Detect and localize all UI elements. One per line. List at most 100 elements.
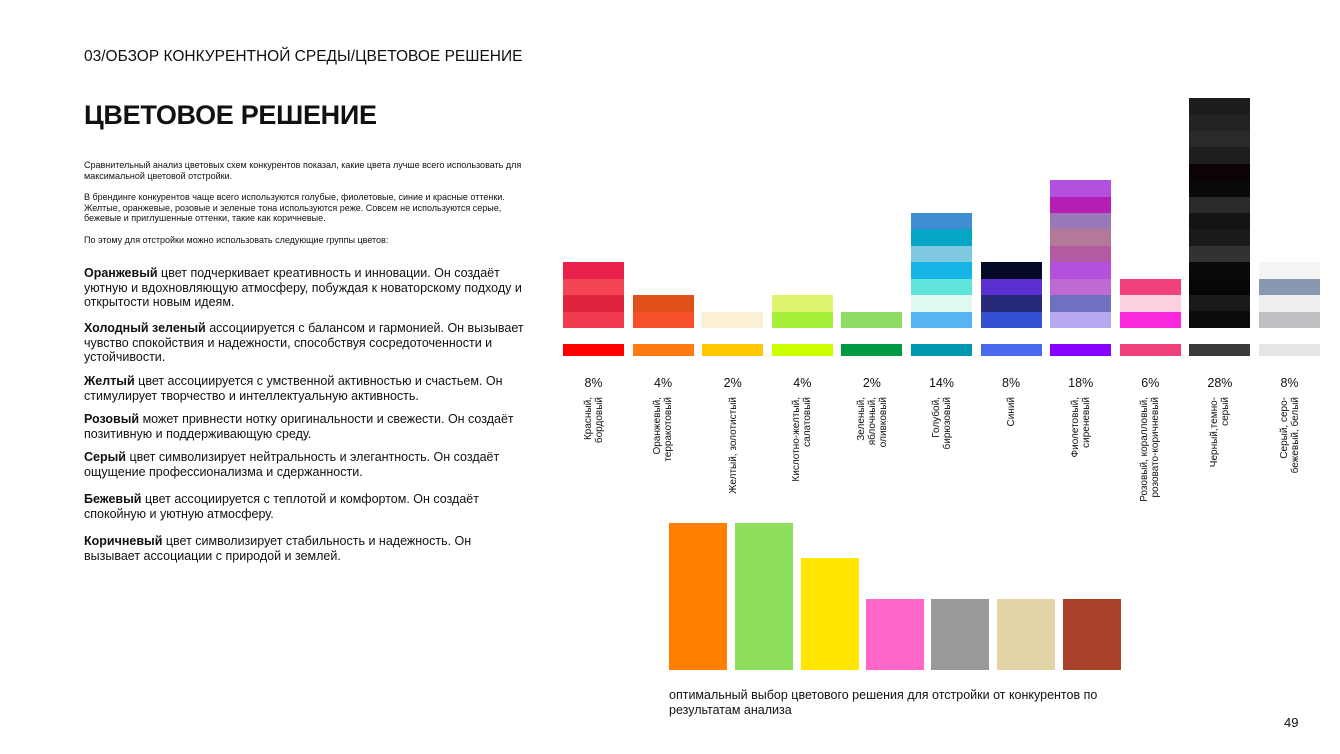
bar <box>1259 262 1320 328</box>
color-swatch <box>1189 196 1251 213</box>
color-swatch <box>563 262 624 279</box>
category-label: Голубой, бирюзовый <box>930 397 953 450</box>
category-label: Фиолетовый, сиреневый <box>1069 397 1092 458</box>
base-color <box>563 344 624 356</box>
color-swatch <box>1189 278 1251 296</box>
color-swatch <box>1189 295 1251 312</box>
optimal-color <box>997 599 1055 670</box>
value-label: 8% <box>1002 376 1021 390</box>
category-label: Желтый, золотистый <box>727 397 739 494</box>
group-term: Коричневый <box>84 534 163 548</box>
color-swatch <box>1189 180 1251 197</box>
section-header: 03/ОБЗОР КОНКУРЕНТНОЙ СРЕДЫ/ЦВЕТОВОЕ РЕШ… <box>84 48 523 65</box>
base-color <box>980 344 1042 356</box>
base-color <box>1259 344 1320 356</box>
color-swatch <box>1050 212 1112 230</box>
value-label: 28% <box>1207 376 1233 390</box>
base-color <box>702 344 764 356</box>
color-swatch <box>980 295 1042 312</box>
color-swatch <box>1050 262 1112 279</box>
color-swatch <box>1189 163 1251 181</box>
color-swatch <box>1189 262 1251 279</box>
group-text: цвет ассоциируется с теплотой и комфорто… <box>84 492 479 521</box>
bar <box>632 295 694 328</box>
base-color <box>911 344 972 356</box>
color-swatch <box>1189 147 1251 164</box>
color-swatch <box>563 311 624 328</box>
color-swatch <box>771 311 833 328</box>
color-swatch <box>1259 295 1320 312</box>
color-swatch <box>1050 295 1112 312</box>
color-swatch <box>980 278 1042 296</box>
group-term: Желтый <box>84 374 135 388</box>
slide-title: ЦВЕТОВОЕ РЕШЕНИЕ <box>84 100 377 130</box>
color-swatch <box>1050 229 1112 246</box>
group-term: Серый <box>84 450 126 464</box>
color-group: Бежевый цвет ассоциируется с теплотой и … <box>84 492 529 521</box>
optimal-color <box>801 558 859 670</box>
group-text: цвет символизирует нейтральность и элега… <box>84 450 500 479</box>
bar <box>1050 180 1112 328</box>
color-swatch <box>1259 311 1320 328</box>
color-swatch <box>702 311 764 328</box>
color-swatch <box>911 213 972 230</box>
bar <box>771 295 833 328</box>
value-label: 4% <box>793 376 812 390</box>
group-text: цвет ассоциируется с умственной активнос… <box>84 374 503 403</box>
color-swatch <box>563 295 624 312</box>
base-color <box>771 344 833 356</box>
category-label: Синий <box>1005 397 1017 427</box>
bar <box>1189 98 1251 328</box>
base-color <box>1189 344 1251 356</box>
group-text: ассоциируется с балансом и гармонией. Он… <box>84 321 524 364</box>
color-group: Холодный зеленый ассоциируется с балансо… <box>84 321 529 365</box>
color-swatch <box>911 229 972 246</box>
color-swatch <box>632 295 694 312</box>
bar <box>841 311 903 328</box>
color-swatch <box>1189 311 1251 328</box>
intro-text: В брендинге конкурентов чаще всего испол… <box>84 192 505 223</box>
color-group: Серый цвет символизирует нейтральность и… <box>84 450 529 479</box>
color-swatch <box>1050 196 1112 213</box>
value-label: 2% <box>723 376 742 390</box>
value-label: 14% <box>928 376 955 390</box>
value-label: 8% <box>584 376 603 390</box>
optimal-color <box>735 523 793 670</box>
color-swatch <box>632 311 694 328</box>
value-label: 4% <box>654 376 673 390</box>
bar <box>911 213 972 328</box>
group-term: Розовый <box>84 412 140 426</box>
optimal-color <box>1063 599 1121 670</box>
color-swatch <box>980 311 1042 328</box>
color-swatch <box>841 311 903 328</box>
bar <box>980 262 1042 328</box>
intro-text: Сравнительный анализ цветовых схем конку… <box>84 160 522 181</box>
group-text: цвет символизирует стабильность и надежн… <box>84 534 472 563</box>
color-swatch <box>911 278 972 296</box>
category-label: Кислотно-желтый, салатовый <box>791 397 814 482</box>
value-label: 2% <box>862 376 881 390</box>
group-text: может привнести нотку оригинальности и с… <box>84 412 514 441</box>
value-label: 8% <box>1280 376 1299 390</box>
category-label: Красный, бордовый <box>582 397 605 444</box>
color-swatch <box>563 278 624 296</box>
color-swatch <box>911 245 972 263</box>
group-term: Холодный зеленый <box>84 321 206 335</box>
group-text: цвет подчеркивает креативность и инновац… <box>84 266 522 309</box>
group-term: Оранжевый <box>84 266 158 280</box>
color-group: Коричневый цвет символизирует стабильнос… <box>84 534 529 563</box>
base-color <box>841 344 903 356</box>
bar <box>1119 278 1181 328</box>
color-swatch <box>1259 278 1320 296</box>
color-swatch <box>1119 295 1181 312</box>
color-swatch <box>911 295 972 312</box>
color-swatch <box>1259 262 1320 279</box>
color-swatch <box>1189 130 1251 148</box>
color-swatch <box>1189 114 1251 131</box>
color-swatch <box>980 262 1042 279</box>
caption: оптимальный выбор цветового решения для … <box>669 688 1098 717</box>
color-swatch <box>1050 180 1112 197</box>
color-group: Оранжевый цвет подчеркивает креативность… <box>84 266 529 310</box>
